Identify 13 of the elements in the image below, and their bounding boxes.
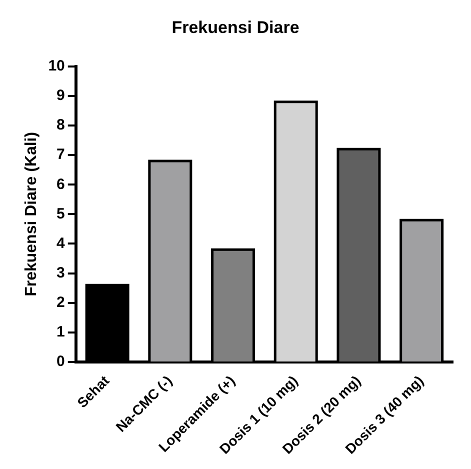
y-tick-label: 6 — [56, 176, 65, 193]
y-tick-label: 10 — [48, 58, 65, 75]
y-tick-label: 8 — [56, 116, 65, 134]
y-axis-title: Frekuensi Diare (Kali) — [23, 132, 40, 296]
y-tick-label: 2 — [56, 294, 65, 311]
y-tick-label: 9 — [56, 87, 65, 104]
y-tick-label: 0 — [56, 353, 65, 370]
y-tick-label: 5 — [56, 205, 65, 222]
y-tick-label: 3 — [56, 264, 65, 282]
y-tick-label: 1 — [56, 324, 65, 341]
chart-title: Frekuensi Diare — [172, 18, 300, 37]
y-tick-label: 4 — [56, 234, 66, 252]
y-tick-label: 7 — [56, 146, 65, 164]
